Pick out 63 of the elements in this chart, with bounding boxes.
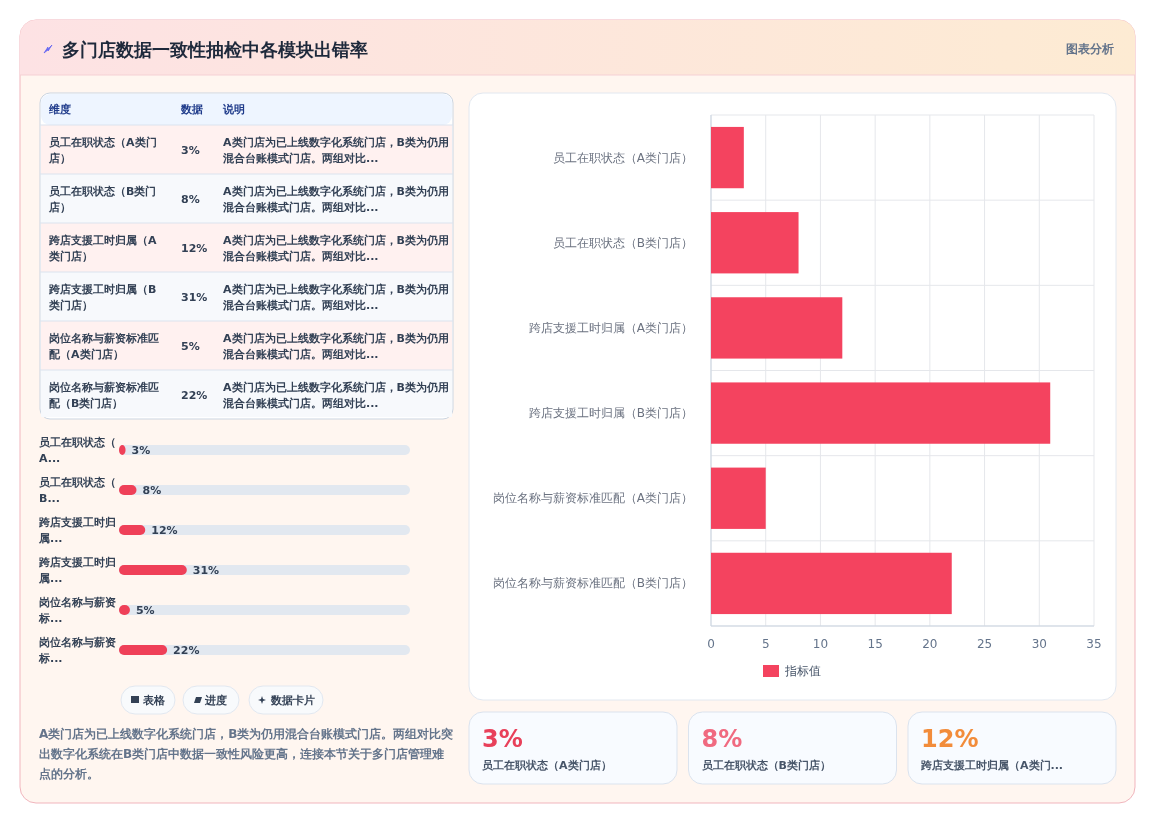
x-tick-label: 10 [812, 637, 829, 651]
x-tick-label: 25 [976, 637, 993, 651]
text: 图表分析 [1066, 42, 1114, 56]
text: A类门店为已上线数字化系统门店，B类为仍用混合台账模式门店。两组对比... [222, 233, 449, 263]
text: 12% [921, 725, 979, 753]
text: 3% [482, 725, 523, 753]
text: 数据 [180, 103, 203, 116]
bar [711, 382, 1051, 444]
text: A类门店为已上线数字化系统门店，B类为仍用混合台账模式门店。两组对比... [222, 184, 449, 214]
text: A类门店为已上线数字化系统门店，B类为仍用混合台账模式门店。两组对比... [222, 282, 449, 312]
data-label: 12% [151, 524, 178, 537]
bar [711, 552, 952, 615]
legend-label: 指标值 [784, 664, 821, 678]
y-tick-label: 跨店支援工时归属（B类门店） [528, 406, 693, 421]
x-tick-label: 5 [761, 637, 770, 651]
text: 员工在职状态（A类门店） [482, 759, 612, 772]
text: 跨店支援工时归属（A类门... [920, 759, 1064, 772]
text: 数据卡片 [270, 694, 315, 707]
x-tick-label: 15 [867, 637, 883, 651]
bar [119, 645, 168, 655]
y-tick-label: 跨店支援工时归属（A类门店） [528, 320, 693, 335]
y-tick-label: 员工在职状态（B... [39, 476, 116, 505]
data-label: 5% [135, 604, 155, 617]
bar [711, 126, 744, 189]
text: A类门店为已上线数字化系统门店，B类为仍用混合台账模式门店。两组对比... [222, 135, 449, 165]
x-tick-label: 30 [1031, 637, 1047, 651]
text: 31% [181, 290, 208, 304]
text: 进度 [204, 694, 227, 707]
data-label: 8% [142, 484, 162, 497]
data-label: 22% [173, 644, 200, 657]
text: 22% [181, 388, 208, 402]
text: A类门店为已上线数字化系统门店，B类为仍用混合台账模式门店。两组对比... [222, 380, 449, 410]
text: 员工在职状态（B类门店） [701, 759, 831, 772]
bar [711, 297, 843, 359]
text: 说明 [222, 103, 245, 116]
bar [119, 565, 187, 575]
text: 5% [181, 339, 200, 353]
y-tick-label: 员工在职状态（B类门店） [552, 235, 693, 250]
y-tick-label: 岗位名称与薪资标... [38, 636, 116, 665]
y-tick-label: 跨店支援工时归属... [38, 516, 116, 545]
text: 8% [701, 725, 743, 753]
text: 12% [181, 241, 208, 255]
text: 3% [181, 143, 200, 157]
y-tick-label: 岗位名称与薪资标... [38, 596, 116, 625]
text: 表格 [142, 694, 166, 707]
x-tick-label: 20 [922, 637, 938, 651]
y-tick-label: 跨店支援工时归属... [38, 556, 116, 585]
bar [119, 525, 146, 535]
text: A类门店为已上线数字化系统门店，B类为仍用混合台账模式门店。两组对比... [222, 331, 449, 361]
x-tick-label: 0 [707, 637, 715, 651]
text: 维度 [48, 103, 71, 116]
y-tick-label: 员工在职状态（A类门店） [552, 150, 693, 165]
data-label: 3% [131, 444, 151, 457]
bar [711, 212, 799, 274]
text: 多门店数据一致性抽检中各模块出错率 [62, 39, 368, 60]
y-tick-label: 员工在职状态（A... [39, 436, 116, 465]
text: 8% [181, 192, 200, 206]
x-tick-label: 35 [1086, 637, 1102, 651]
y-tick-label: 岗位名称与薪资标准匹配（A类门店） [492, 491, 693, 506]
data-label: 31% [192, 564, 220, 577]
bar [711, 467, 766, 529]
text: A类门店为已上线数字化系统门店，B类为仍用混合台账模式门店。两组对比突出数字化系统在B类门店中数据一致性风险更高，连接本节关于多门店管理难点的分析。 [39, 727, 454, 781]
y-tick-label: 岗位名称与薪资标准匹配（B类门店） [492, 576, 693, 591]
